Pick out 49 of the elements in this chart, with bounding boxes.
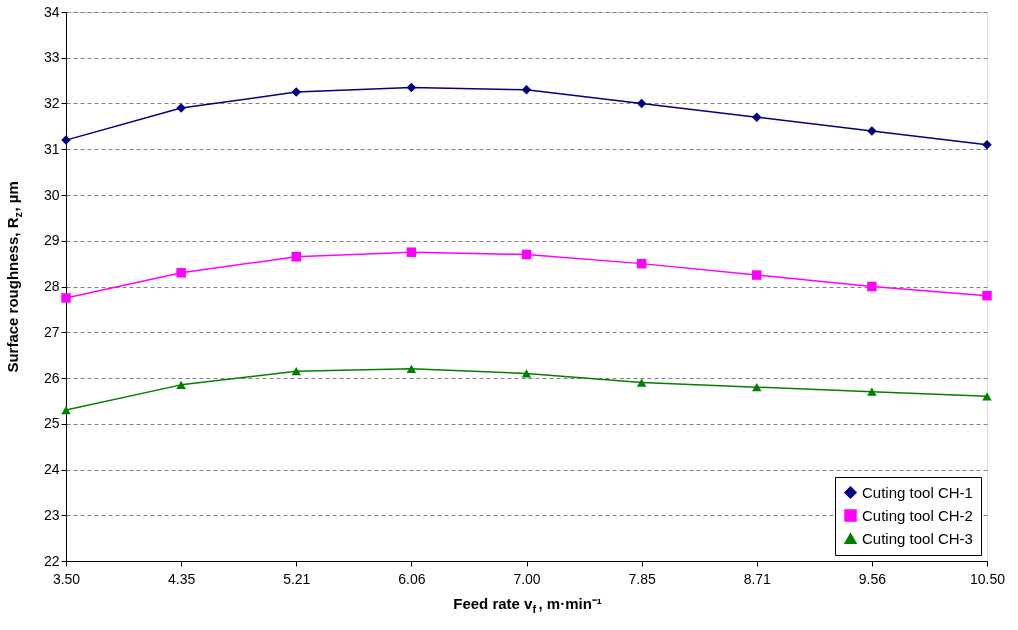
point bbox=[406, 82, 417, 93]
y-tick-label: 32 bbox=[43, 95, 60, 111]
y-tick-label: 33 bbox=[43, 49, 60, 66]
point bbox=[291, 252, 301, 262]
point bbox=[406, 247, 417, 257]
x-tick-label: 5.21 bbox=[283, 570, 311, 587]
y-tick-label: 29 bbox=[43, 232, 60, 249]
y-tick-label: 23 bbox=[43, 506, 60, 523]
x-tick-label: 7.85 bbox=[628, 570, 656, 587]
point bbox=[867, 387, 877, 396]
point bbox=[521, 369, 532, 378]
point bbox=[982, 139, 992, 150]
legend-label: Cuting tool CH-2 bbox=[862, 506, 973, 524]
point bbox=[636, 378, 647, 387]
point bbox=[521, 85, 532, 95]
point bbox=[752, 270, 762, 280]
point bbox=[521, 249, 532, 260]
y-tick-label: 28 bbox=[43, 278, 60, 294]
x-tick-label: 8.71 bbox=[743, 570, 772, 587]
point bbox=[752, 112, 762, 122]
point bbox=[636, 258, 647, 269]
point bbox=[61, 405, 71, 415]
point bbox=[636, 98, 647, 109]
point bbox=[982, 290, 992, 301]
y-tick-label: 31 bbox=[43, 140, 60, 157]
y-tick-label: 30 bbox=[43, 186, 60, 203]
y-axis-title: Surface roughness, Rz, µm bbox=[4, 181, 24, 373]
point bbox=[291, 367, 301, 376]
point bbox=[867, 281, 877, 292]
y-tick-label: 27 bbox=[43, 323, 60, 340]
x-tick-label: 7.00 bbox=[513, 570, 541, 587]
x-tick-label: 10.50 bbox=[969, 570, 1006, 587]
y-tick-label: 34 bbox=[43, 3, 60, 20]
legend-label: Cuting tool CH-3 bbox=[862, 529, 973, 547]
point bbox=[291, 87, 301, 97]
x-tick-label: 6.06 bbox=[398, 570, 426, 587]
x-tick-label: 3.50 bbox=[52, 570, 81, 587]
y-tick-label: 25 bbox=[43, 415, 60, 432]
y-tick-label: 22 bbox=[43, 552, 60, 569]
x-tick-label: 4.35 bbox=[168, 570, 196, 587]
point bbox=[176, 380, 186, 389]
x-tick-label: 9.56 bbox=[858, 570, 887, 587]
point bbox=[61, 293, 71, 303]
y-tick-label: 24 bbox=[43, 461, 60, 477]
point bbox=[176, 268, 186, 278]
y-tick-label: 26 bbox=[43, 369, 60, 386]
legend-label: Cuting tool CH-1 bbox=[862, 483, 973, 501]
point bbox=[752, 383, 762, 392]
point bbox=[406, 364, 417, 373]
